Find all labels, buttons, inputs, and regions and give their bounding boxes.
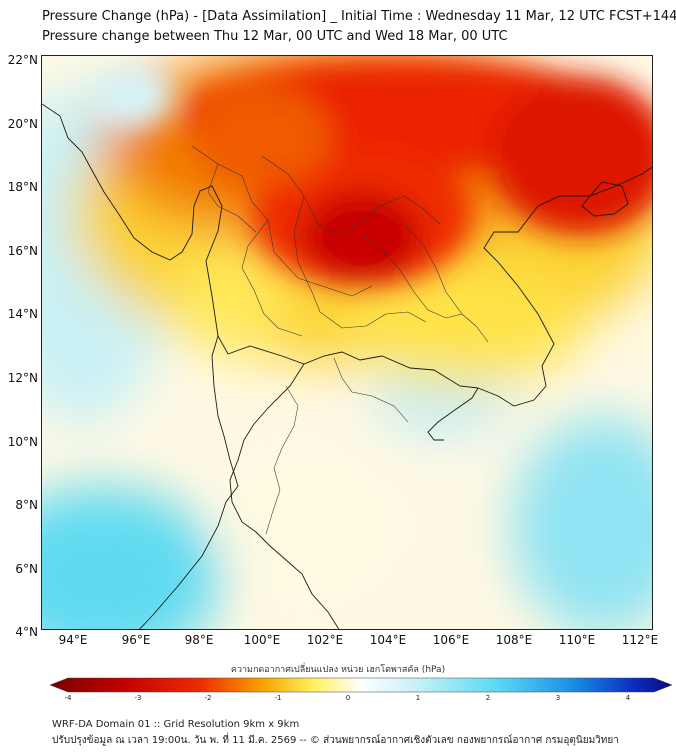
map-canvas — [42, 56, 652, 629]
lon-label: 110°E — [558, 633, 596, 647]
lat-label: 6°N — [15, 561, 38, 576]
lat-label: 4°N — [15, 625, 38, 640]
colorbar-tick: 4 — [625, 694, 631, 702]
colorbar-tick: -3 — [134, 694, 142, 702]
colorbar-label: ความกดอากาศเปลี่ยนแปลง หน่วย เฮกโตพาสคัล… — [230, 665, 446, 675]
lat-label: 16°N — [7, 243, 38, 258]
lon-label: 102°E — [306, 633, 344, 647]
lon-label: 108°E — [495, 633, 533, 647]
footer-model-info: WRF-DA Domain 01 :: Grid Resolution 9km … — [52, 719, 300, 730]
lat-label: 22°N — [7, 53, 38, 67]
pressure-change-map — [41, 55, 653, 630]
lat-label: 14°N — [7, 307, 38, 322]
colorbar-tick: -2 — [204, 694, 212, 702]
lon-label: 96°E — [121, 633, 151, 647]
colorbar-tick: 3 — [555, 694, 561, 702]
colorbar-tick: 0 — [345, 694, 351, 702]
chart-title: Pressure Change (hPa) - [Data Assimilati… — [42, 9, 676, 24]
lon-label: 106°E — [432, 633, 470, 647]
province-borders — [191, 145, 489, 535]
colorbar-tick: 1 — [415, 694, 421, 702]
lat-label: 8°N — [15, 498, 38, 513]
field-detail — [92, 61, 652, 286]
colorbar-ramp — [49, 677, 673, 693]
lat-label: 20°N — [7, 116, 38, 131]
lon-label: 98°E — [184, 633, 214, 647]
colorbar-tick: -4 — [64, 694, 72, 702]
lon-label: 104°E — [369, 633, 407, 647]
colorbar-tick: 2 — [485, 694, 491, 702]
colorbar — [49, 677, 673, 693]
coastlines — [42, 103, 652, 629]
lon-label: 100°E — [243, 633, 281, 647]
lon-label: 112°E — [621, 633, 659, 647]
colorbar-tick: -1 — [274, 694, 282, 702]
lon-label: 94°E — [58, 633, 88, 647]
lat-label: 12°N — [7, 371, 38, 385]
chart-subtitle: Pressure change between Thu 12 Mar, 00 U… — [42, 29, 508, 44]
lat-label: 18°N — [7, 180, 38, 195]
lat-label: 10°N — [7, 434, 38, 449]
footer-credit: ปรับปรุงข้อมูล ณ เวลา 19:00น. วัน พ. ที่… — [52, 735, 619, 746]
